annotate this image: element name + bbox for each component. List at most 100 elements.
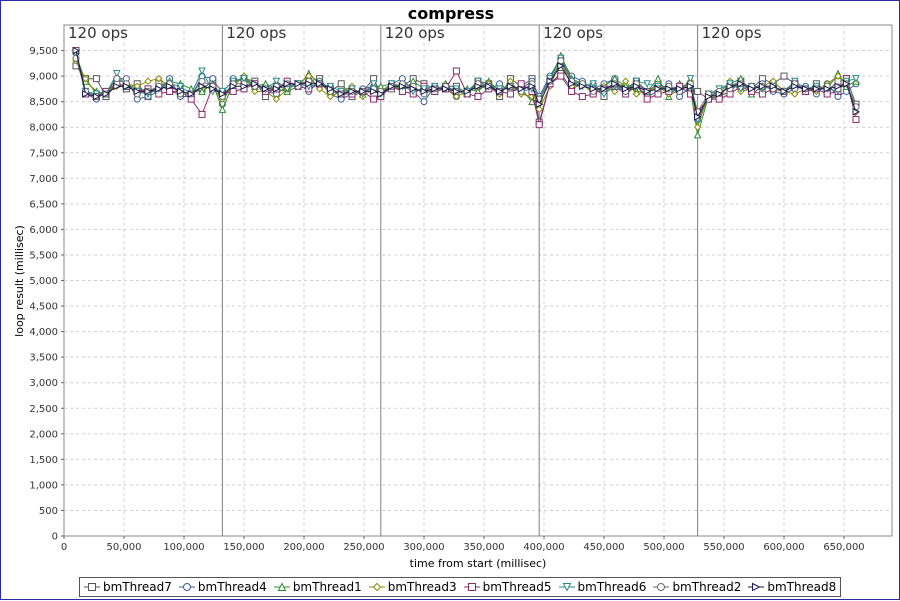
data-point-bmThread8: [240, 82, 249, 91]
data-point-bmThread8: [726, 82, 735, 91]
data-point-bmThread3: [693, 123, 702, 131]
data-point-bmThread8: [528, 82, 537, 91]
legend-swatch-marker: [562, 583, 571, 592]
y-tick-label: 3,000: [29, 378, 58, 389]
data-point-bmThread3: [791, 90, 799, 98]
y-tick-label: 2,500: [29, 404, 58, 415]
y-tick-label: 6,500: [29, 199, 58, 210]
data-point-bmThread6: [686, 75, 695, 83]
legend-item-bmThread4: bmThread4: [178, 580, 267, 594]
data-point-bmThread8: [676, 85, 684, 93]
x-tick-label: 400,000: [523, 542, 564, 553]
data-point-bmThread8: [420, 87, 429, 96]
data-point-bmThread8: [823, 85, 832, 93]
y-tick-label: 5,000: [29, 276, 58, 287]
data-point-bmThread6: [369, 80, 378, 88]
legend-label: bmThread4: [197, 580, 267, 594]
data-point-bmThread2: [113, 75, 121, 83]
data-point-bmThread8: [715, 90, 724, 98]
legend-swatch-marker: [88, 583, 96, 591]
legend-swatch-marker: [277, 582, 287, 591]
data-point-bmThread1: [654, 74, 662, 83]
legend-swatch-icon: [178, 583, 195, 591]
data-point-bmThread8: [209, 85, 217, 93]
x-tick-label: 300,000: [403, 542, 444, 553]
x-tick-label: 150,000: [223, 542, 264, 553]
y-tick-label: 1,000: [29, 480, 58, 491]
data-point-bmThread5: [370, 95, 378, 103]
data-point-bmThread6: [272, 77, 281, 86]
data-point-bmThread3: [315, 85, 324, 93]
phase-marker-label: 120 ops: [226, 24, 286, 42]
data-point-bmThread8: [600, 85, 609, 93]
data-point-bmThread8: [769, 82, 778, 91]
data-point-bmThread8: [262, 85, 270, 93]
legend-swatch-marker: [752, 582, 761, 592]
y-tick-label: 4,500: [29, 302, 58, 313]
data-point-bmThread8: [155, 85, 163, 93]
data-point-bmThread3: [621, 77, 630, 85]
y-axis-label: loop result (millisec): [13, 225, 26, 337]
data-point-bmThread8: [283, 79, 292, 88]
data-point-bmThread8: [780, 87, 789, 96]
legend-swatch-marker: [657, 583, 666, 591]
legend-label: bmThread7: [103, 580, 172, 594]
data-point-bmThread8: [348, 87, 357, 96]
data-point-bmThread6: [643, 80, 652, 88]
x-tick-label: 50,000: [107, 542, 142, 553]
data-point-bmThread8: [791, 82, 799, 91]
y-tick-label: 7,000: [29, 174, 58, 185]
legend-label: bmThread1: [292, 580, 362, 594]
y-tick-label: 5,500: [29, 250, 58, 261]
legend-item-bmThread3: bmThread3: [368, 580, 457, 594]
data-point-bmThread8: [251, 79, 259, 88]
legend-swatch-marker: [372, 582, 381, 592]
data-point-bmThread3: [326, 92, 335, 101]
legend-label: bmThread2: [672, 580, 742, 594]
legend-label: bmThread8: [767, 580, 837, 594]
data-point-bmThread8: [737, 79, 745, 88]
data-point-bmThread8: [316, 79, 324, 88]
data-point-bmThread3: [535, 105, 543, 114]
data-point-bmThread5: [474, 93, 482, 101]
data-point-bmThread8: [485, 82, 493, 91]
data-point-bmThread8: [496, 87, 504, 96]
data-point-bmThread8: [802, 85, 810, 93]
data-point-bmThread8: [198, 82, 207, 91]
data-point-bmThread8: [359, 87, 367, 96]
data-point-bmThread8: [578, 82, 587, 91]
legend-swatch-icon: [463, 583, 480, 591]
data-point-bmThread8: [686, 82, 695, 91]
data-point-bmThread8: [654, 85, 663, 93]
data-point-bmThread3: [452, 92, 461, 101]
data-point-bmThread6: [198, 67, 206, 76]
data-point-bmThread6: [240, 75, 248, 83]
data-point-bmThread7: [337, 80, 345, 88]
data-point-bmThread8: [748, 85, 756, 93]
x-axis-label: time from start (millisec): [410, 557, 547, 570]
data-point-bmThread7: [694, 87, 702, 95]
data-point-bmThread1: [693, 130, 702, 139]
data-point-bmThread6: [112, 70, 121, 78]
data-point-bmThread3: [81, 74, 90, 83]
data-point-bmThread3: [251, 87, 259, 96]
data-point-bmThread8: [506, 82, 515, 91]
data-point-bmThread5: [643, 95, 651, 103]
legend-swatch-marker: [182, 583, 191, 591]
x-tick-label: 250,000: [343, 542, 384, 553]
legend-swatch-icon: [273, 582, 290, 591]
data-point-bmThread1: [528, 97, 536, 106]
legend-swatch-icon: [84, 583, 100, 591]
data-point-bmThread3: [632, 90, 641, 98]
axis-layer: 0 500 1,000 1,500 2,000 2,500 3,000 3,500 4,000 4…: [29, 46, 864, 553]
data-point-bmThread1: [198, 87, 206, 95]
x-tick-label: 100,000: [163, 542, 204, 553]
data-point-bmThread8: [294, 79, 303, 88]
data-point-bmThread8: [463, 87, 472, 96]
legend-label: bmThread5: [482, 580, 552, 594]
y-tick-label: 8,500: [29, 97, 58, 108]
series-bmThread8: [72, 46, 861, 121]
data-point-bmThread4: [420, 98, 428, 106]
legend-swatch-marker: [467, 583, 476, 591]
data-point-bmThread8: [622, 85, 630, 93]
